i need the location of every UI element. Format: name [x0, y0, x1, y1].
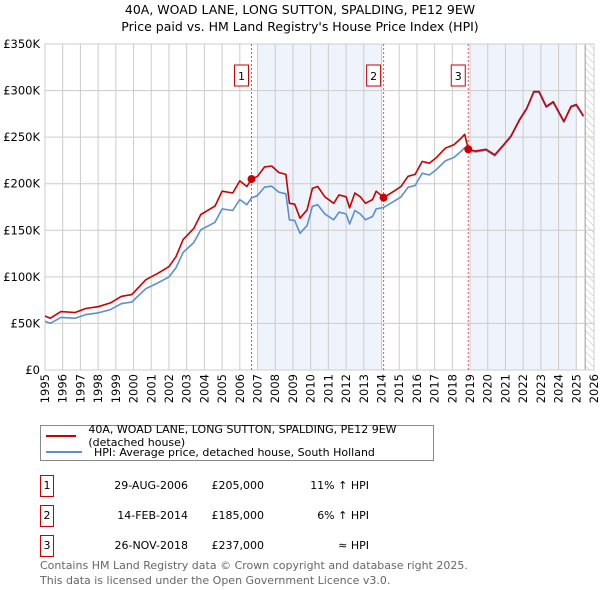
x-tick-label: 2007 [251, 374, 265, 403]
legend-label: HPI: Average price, detached house, Sout… [94, 445, 375, 459]
x-tick-label: 2019 [463, 374, 477, 403]
sale-point [464, 145, 473, 154]
property-price-line [44, 90, 585, 319]
x-tick-label: 2003 [180, 374, 194, 403]
transaction-date: 14-FEB-2014 [117, 509, 188, 522]
transaction-hpi-diff: ≈ HPI [338, 539, 369, 552]
y-tick-label: £150K [3, 223, 40, 237]
x-tick-label: 2012 [339, 374, 353, 403]
transaction-price: £237,000 [211, 539, 265, 552]
x-tick-label: 2025 [569, 374, 583, 403]
transaction-number: 1 [40, 475, 54, 497]
transaction-hpi-diff: 11% ↑ HPI [310, 479, 369, 492]
x-tick-label: 2008 [268, 374, 282, 403]
legend: 40A, WOAD LANE, LONG SUTTON, SPALDING, P… [40, 423, 434, 461]
x-tick-label: 2009 [286, 374, 300, 403]
sale-marker-box [366, 64, 382, 87]
price-chart: 1995 1996 1997 1998 1999 2000 2001 2002 2003 2004… [3, 37, 600, 403]
forecast-hatch [585, 44, 594, 370]
legend-item-property: 40A, WOAD LANE, LONG SUTTON, SPALDING, P… [46, 423, 433, 449]
x-tick-label: 2014 [374, 374, 388, 403]
y-tick-label: £0 [25, 363, 40, 377]
transaction-hpi-diff: 6% ↑ HPI [317, 509, 369, 522]
sale-marker-label: 3 [455, 70, 462, 83]
transaction-price: £205,000 [211, 479, 265, 492]
footer-licence: This data is licensed under the Open Gov… [40, 574, 391, 587]
sale-point [247, 175, 256, 184]
y-tick-label: £50K [11, 316, 41, 330]
sale-point [379, 193, 388, 202]
chart-title: 40A, WOAD LANE, LONG SUTTON, SPALDING, P… [124, 2, 476, 17]
x-tick-label: 1999 [109, 374, 123, 403]
x-tick-label: 2015 [392, 374, 406, 403]
transaction-date: 26-NOV-2018 [114, 539, 188, 552]
transaction-number: 2 [40, 505, 54, 527]
legend-label: 40A, WOAD LANE, LONG SUTTON, SPALDING, P… [88, 423, 397, 449]
x-tick-label: 2016 [410, 374, 424, 403]
legend-swatch-blue [46, 451, 82, 453]
sale-marker-box [450, 64, 466, 87]
x-tick-label: 2017 [428, 374, 442, 403]
y-tick-label: £250K [3, 130, 40, 144]
transaction-date: 29-AUG-2006 [114, 479, 188, 492]
x-tick-label: 2018 [445, 374, 459, 403]
x-tick-label: 2002 [162, 374, 176, 403]
transaction-number: 3 [40, 535, 54, 557]
x-tick-label: 2021 [498, 374, 512, 403]
transaction-price: £185,000 [211, 509, 265, 522]
x-tick-label: 2023 [534, 374, 548, 403]
y-tick-label: £200K [3, 177, 40, 191]
x-tick-label: 2000 [127, 374, 141, 403]
sale-marker-label: 1 [238, 70, 245, 83]
x-tick-label: 2005 [215, 374, 229, 403]
legend-item-hpi: HPI: Average price, detached house, Sout… [46, 444, 375, 460]
y-tick-label: £300K [3, 84, 40, 98]
x-tick-label: 1997 [73, 374, 87, 403]
x-tick-label: 2022 [516, 374, 530, 403]
x-tick-label: 2013 [357, 374, 371, 403]
chart-subtitle: Price paid vs. HM Land Registry's House … [121, 19, 479, 34]
x-tick-label: 2006 [233, 374, 247, 403]
y-tick-label: £100K [3, 270, 40, 284]
plot-border [44, 43, 595, 371]
sale-marker-label: 2 [370, 70, 377, 83]
x-tick-label: 1995 [38, 374, 52, 403]
x-tick-label: 2011 [321, 374, 335, 403]
x-tick-label: 2020 [481, 374, 495, 403]
x-tick-label: 2004 [197, 374, 211, 403]
legend-swatch-red [46, 435, 77, 437]
footer-copyright: Contains HM Land Registry data © Crown c… [40, 559, 468, 572]
x-tick-label: 2026 [587, 374, 600, 403]
x-tick-label: 2024 [552, 374, 566, 403]
y-tick-label: £350K [3, 37, 40, 51]
x-tick-label: 1996 [56, 374, 70, 403]
sale-marker-box [233, 64, 249, 87]
x-tick-label: 2010 [304, 374, 318, 403]
x-tick-label: 2001 [144, 374, 158, 403]
x-tick-label: 1998 [91, 374, 105, 403]
